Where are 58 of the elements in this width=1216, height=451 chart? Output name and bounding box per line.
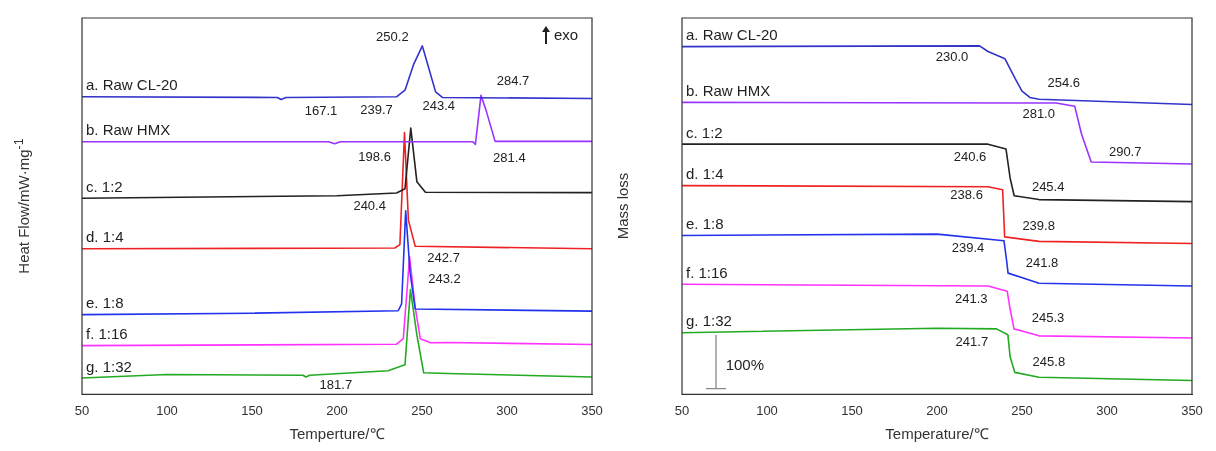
x-tick-label: 150	[241, 402, 263, 418]
series-label: c. 1:2	[686, 123, 723, 141]
annotation: 181.7	[319, 376, 353, 392]
annotation: 245.3	[1031, 310, 1065, 326]
annotation: 284.7	[496, 72, 530, 88]
annotation: 100%	[725, 355, 765, 373]
annotation: 240.6	[953, 148, 987, 164]
series-label: b. Raw HMX	[686, 81, 771, 99]
x-tick-label: 250	[411, 402, 433, 418]
series-label: d. 1:4	[86, 228, 124, 246]
annotation: 239.8	[1022, 218, 1055, 234]
annotation: 245.8	[1032, 354, 1066, 370]
annotation: 198.6	[358, 149, 391, 165]
annotation: 250.2	[376, 29, 409, 45]
series-label: f. 1:16	[86, 325, 128, 343]
x-tick-label: 300	[496, 402, 518, 418]
annotation: 239.7	[360, 102, 393, 118]
series-label: e. 1:8	[86, 294, 124, 312]
series-label: b. Raw HMX	[86, 121, 171, 139]
text: exo	[554, 26, 579, 43]
annotation: 290.7	[1108, 143, 1142, 159]
series-label: a. Raw CL-20	[86, 76, 178, 94]
annotation: 241.7	[955, 334, 989, 350]
series-label: f. 1:16	[686, 263, 728, 281]
annotation: 238.6	[950, 187, 983, 203]
annotation: 243.4	[422, 97, 456, 113]
annotation: 245.4	[1031, 179, 1065, 195]
x-tick-label: 50	[74, 402, 90, 418]
x-tick-label: 200	[926, 402, 948, 418]
annotation: 239.4	[951, 240, 985, 256]
annotation: 254.6	[1047, 75, 1081, 91]
annotation: 281.4	[493, 150, 526, 166]
series-label: d. 1:4	[686, 165, 724, 183]
series-label: a. Raw CL-20	[686, 26, 778, 44]
x-tick-label: 200	[326, 402, 348, 418]
annotation: 167.1	[304, 103, 338, 119]
annotation: 281.0	[1022, 105, 1055, 121]
annotation: 241.3	[954, 290, 988, 306]
annotation: 242.7	[427, 250, 460, 266]
x-tick-label: 350	[581, 402, 603, 418]
x-tick-label: 150	[841, 402, 863, 418]
series-label: g. 1:32	[86, 357, 132, 375]
annotation: 240.4	[353, 198, 386, 214]
annotation: 230.0	[935, 49, 969, 65]
x-tick-label: 350	[1181, 402, 1203, 418]
annotation: 243.2	[428, 271, 461, 287]
x-tick-label: 50	[674, 402, 690, 418]
series-label: e. 1:8	[686, 215, 724, 233]
y-axis-title: Mass loss	[613, 172, 631, 240]
x-tick-label: 100	[156, 402, 178, 418]
annotation: 241.8	[1025, 254, 1059, 270]
x-axis-title: Temperature/℃	[885, 425, 989, 443]
x-tick-label: 100	[756, 402, 778, 418]
x-axis-title: Temperture/℃	[289, 425, 385, 443]
series-label: c. 1:2	[86, 177, 123, 195]
x-tick-label: 300	[1096, 402, 1118, 418]
series-label: g. 1:32	[686, 312, 732, 330]
x-tick-label: 250	[1011, 402, 1033, 418]
